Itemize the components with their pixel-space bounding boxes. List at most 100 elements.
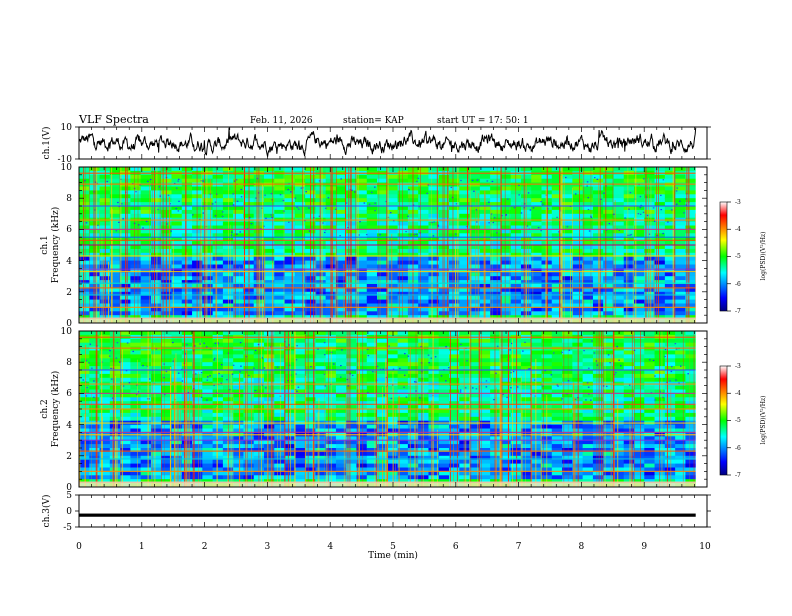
spectrogram-cell (285, 354, 296, 359)
spectrogram-cell (141, 397, 152, 402)
spectrogram-cell (521, 362, 532, 367)
spectrogram-cell (531, 386, 542, 391)
spectrogram-cell (521, 175, 532, 180)
spectrogram-cell (357, 374, 368, 379)
spectrogram-cell (130, 351, 141, 356)
spectrogram-cell (315, 471, 326, 476)
spectrogram-speckle (118, 222, 120, 223)
spectrogram-cell (130, 464, 141, 469)
spectrogram-cell (439, 456, 450, 461)
spectrogram-cell (315, 183, 326, 188)
spectrogram-cell (572, 237, 583, 242)
spectrogram-cell (130, 265, 141, 270)
spectrogram-speckle (86, 222, 88, 223)
spectrogram-cell (285, 307, 296, 312)
spectrogram-cell (675, 280, 686, 285)
spectrogram-cell (665, 198, 676, 203)
spectrogram-cell (675, 265, 686, 270)
spectrogram-cell (387, 183, 398, 188)
spectrogram-cell (172, 183, 183, 188)
spectrogram-cell (110, 351, 121, 356)
spectrogram-speckle (654, 221, 656, 222)
spectrogram-speckle (538, 227, 540, 228)
spectrogram-cell (202, 362, 213, 367)
spectrogram-cell (490, 257, 501, 262)
spectrogram-cell (439, 464, 450, 469)
spectrogram-cell (593, 167, 604, 172)
spectrogram-cell (141, 222, 152, 227)
spectrogram-cell (274, 448, 285, 453)
spectrogram-cell (172, 425, 183, 430)
spectrogram-cell (182, 179, 193, 184)
spectrogram-cell (285, 339, 296, 344)
spectrogram-cell (274, 190, 285, 195)
spectrogram-cell (603, 245, 614, 250)
spectrogram-cell (151, 393, 162, 398)
spectrogram-cell (130, 444, 141, 449)
spectrogram-cell (511, 237, 522, 242)
spectrogram-cell (439, 417, 450, 422)
spectrogram-cell (172, 229, 183, 234)
spectrogram-cell (490, 198, 501, 203)
spectrogram-cell (511, 272, 522, 277)
spectrogram-cell (89, 347, 100, 352)
spectrogram-cell (233, 358, 244, 363)
spectrogram-speckle (540, 201, 542, 202)
spectrogram-cell (285, 358, 296, 363)
ch2-spectrogram-image (79, 331, 707, 488)
spectrogram-speckle (251, 223, 253, 224)
spectrogram-cell (459, 245, 470, 250)
spectrogram-cell (603, 288, 614, 293)
spectrogram-cell (285, 190, 296, 195)
spectrogram-cell (182, 413, 193, 418)
spectrogram-cell (141, 198, 152, 203)
spectrogram-cell (357, 237, 368, 242)
spectrogram-cell (603, 222, 614, 227)
spectrogram-cell (202, 444, 213, 449)
spectrogram-cell (182, 167, 193, 172)
spectrogram-cell (398, 358, 409, 363)
spectrogram-cell (295, 249, 306, 254)
spectrogram-cell (408, 401, 419, 406)
spectrogram-cell (213, 280, 224, 285)
spectrogram-cell (285, 397, 296, 402)
spectrogram-cell (562, 265, 573, 270)
spectrogram-cell (336, 448, 347, 453)
spectrogram-cell (675, 257, 686, 262)
spectrogram-cell (315, 296, 326, 301)
spectrogram-cell (295, 452, 306, 457)
spectrogram-cell (398, 378, 409, 383)
spectrogram-cell (285, 292, 296, 297)
spectrogram-cell (315, 257, 326, 262)
spectrogram-cell (130, 413, 141, 418)
spectrogram-cell (357, 167, 368, 172)
spectrogram-cell (315, 409, 326, 414)
spectrogram-cell (243, 413, 254, 418)
spectrogram-cell (357, 276, 368, 281)
spectrogram-cell (418, 222, 429, 227)
spectrogram-cell (295, 296, 306, 301)
spectrogram-cell (459, 249, 470, 254)
spectrogram-cell (172, 214, 183, 219)
spectrogram-cell (130, 362, 141, 367)
spectrogram-cell (500, 183, 511, 188)
spectrogram-cell (151, 440, 162, 445)
spectrogram-cell (490, 374, 501, 379)
spectrogram-cell (233, 471, 244, 476)
spectrogram-cell (141, 374, 152, 379)
spectrogram-speckle (594, 177, 596, 178)
spectrogram-cell (295, 288, 306, 293)
spectrogram-cell (346, 374, 357, 379)
spectrogram-cell (315, 307, 326, 312)
spectrogram-cell (511, 229, 522, 234)
spectrogram-cell (521, 386, 532, 391)
spectrogram-cell (285, 300, 296, 305)
spectrogram-cell (490, 276, 501, 281)
spectrogram-cell (120, 460, 131, 465)
spectrogram-cell (531, 331, 542, 336)
spectrogram-cell (531, 452, 542, 457)
spectrogram-speckle (325, 208, 327, 209)
spectrogram-cell (418, 183, 429, 188)
spectrogram-cell (572, 187, 583, 192)
spectrogram-cell (357, 417, 368, 422)
